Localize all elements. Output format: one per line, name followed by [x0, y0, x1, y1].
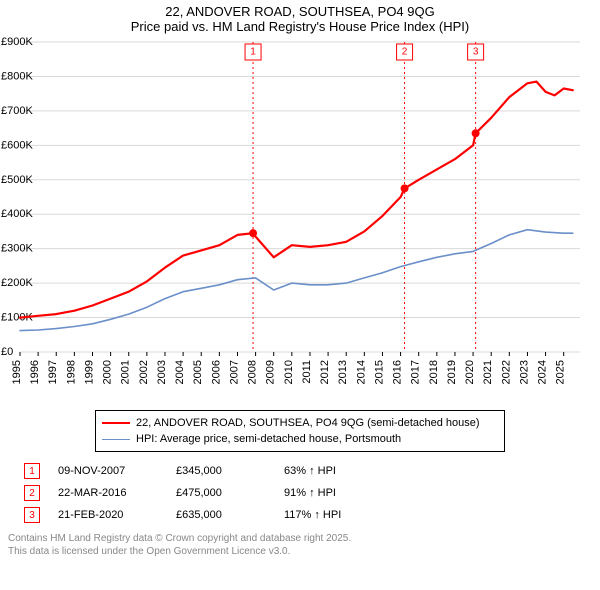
sale-row: 2 22-MAR-2016 £475,000 91% ↑ HPI	[24, 482, 600, 504]
sale-price: £475,000	[176, 487, 266, 499]
x-tick-label: 2014	[355, 360, 367, 384]
sale-date: 21-FEB-2020	[58, 509, 158, 521]
sales-table: 1 09-NOV-2007 £345,000 63% ↑ HPI 2 22-MAR-201…	[24, 460, 600, 526]
legend-row: 22, ANDOVER ROAD, SOUTHSEA, PO4 9QG (sem…	[102, 415, 498, 431]
line-chart: £0£100K£200K£300K£400K£500K£600K£700K£80…	[0, 34, 600, 404]
x-tick-label: 2003	[156, 360, 168, 384]
x-tick-label: 2008	[247, 360, 259, 384]
x-tick-label: 2004	[174, 360, 186, 384]
chart-titles: 22, ANDOVER ROAD, SOUTHSEA, PO4 9QG Pric…	[0, 0, 600, 34]
x-tick-label: 2015	[373, 360, 385, 384]
x-tick-label: 2006	[210, 360, 222, 384]
x-tick-label: 2000	[102, 360, 114, 384]
sale-marker-icon: 3	[24, 507, 40, 523]
x-tick-label: 2017	[410, 360, 422, 384]
legend: 22, ANDOVER ROAD, SOUTHSEA, PO4 9QG (sem…	[95, 410, 505, 452]
y-tick-label: £700K	[1, 105, 33, 117]
sale-row: 3 21-FEB-2020 £635,000 117% ↑ HPI	[24, 504, 600, 526]
legend-label: HPI: Average price, semi-detached house,…	[136, 433, 401, 445]
x-tick-label: 1995	[11, 360, 23, 384]
sale-marker-number: 1	[250, 47, 256, 58]
footer-attribution: Contains HM Land Registry data © Crown c…	[8, 532, 600, 558]
title-address: 22, ANDOVER ROAD, SOUTHSEA, PO4 9QG	[0, 4, 600, 19]
legend-row: HPI: Average price, semi-detached house,…	[102, 431, 498, 447]
chart-area: £0£100K£200K£300K£400K£500K£600K£700K£80…	[0, 34, 600, 404]
sale-marker-number: 2	[402, 47, 408, 58]
footer-line1: Contains HM Land Registry data © Crown c…	[8, 532, 600, 545]
x-tick-label: 2013	[337, 360, 349, 384]
legend-label: 22, ANDOVER ROAD, SOUTHSEA, PO4 9QG (sem…	[136, 417, 480, 429]
x-tick-label: 2021	[482, 360, 494, 384]
x-tick-label: 2012	[319, 360, 331, 384]
sale-pct: 91% ↑ HPI	[284, 487, 394, 499]
x-tick-label: 2019	[446, 360, 458, 384]
sale-pct: 63% ↑ HPI	[284, 465, 394, 477]
x-tick-label: 2005	[192, 360, 204, 384]
y-tick-label: £900K	[1, 36, 33, 48]
x-tick-label: 1997	[47, 360, 59, 384]
x-tick-label: 2010	[283, 360, 295, 384]
series-price-paid	[20, 82, 573, 318]
sale-pct: 117% ↑ HPI	[284, 509, 394, 521]
x-tick-label: 2002	[138, 360, 150, 384]
y-tick-label: £400K	[1, 208, 33, 220]
y-tick-label: £0	[1, 346, 13, 358]
y-tick-label: £200K	[1, 277, 33, 289]
x-tick-label: 2016	[392, 360, 404, 384]
x-tick-label: 2020	[464, 360, 476, 384]
x-tick-label: 2007	[228, 360, 240, 384]
x-tick-label: 1996	[29, 360, 41, 384]
x-tick-label: 2001	[120, 360, 132, 384]
title-subtitle: Price paid vs. HM Land Registry's House …	[0, 19, 600, 34]
sale-marker-icon: 1	[24, 463, 40, 479]
legend-swatch	[102, 439, 130, 440]
y-tick-label: £800K	[1, 70, 33, 82]
x-tick-label: 2009	[265, 360, 277, 384]
sale-price: £345,000	[176, 465, 266, 477]
x-tick-label: 2022	[500, 360, 512, 384]
sale-date: 22-MAR-2016	[58, 487, 158, 499]
legend-swatch	[102, 422, 130, 424]
x-tick-label: 1999	[83, 360, 95, 384]
sale-marker-number: 3	[473, 47, 479, 58]
y-tick-label: £600K	[1, 139, 33, 151]
sale-marker-icon: 2	[24, 485, 40, 501]
x-tick-label: 1998	[65, 360, 77, 384]
y-tick-label: £500K	[1, 174, 33, 186]
sale-row: 1 09-NOV-2007 £345,000 63% ↑ HPI	[24, 460, 600, 482]
x-tick-label: 2023	[518, 360, 530, 384]
sale-date: 09-NOV-2007	[58, 465, 158, 477]
x-tick-label: 2011	[301, 360, 313, 384]
x-tick-label: 2018	[428, 360, 440, 384]
footer-line2: This data is licensed under the Open Gov…	[8, 545, 600, 558]
y-tick-label: £300K	[1, 243, 33, 255]
sale-price: £635,000	[176, 509, 266, 521]
x-tick-label: 2024	[537, 360, 549, 384]
x-tick-label: 2025	[555, 360, 567, 384]
